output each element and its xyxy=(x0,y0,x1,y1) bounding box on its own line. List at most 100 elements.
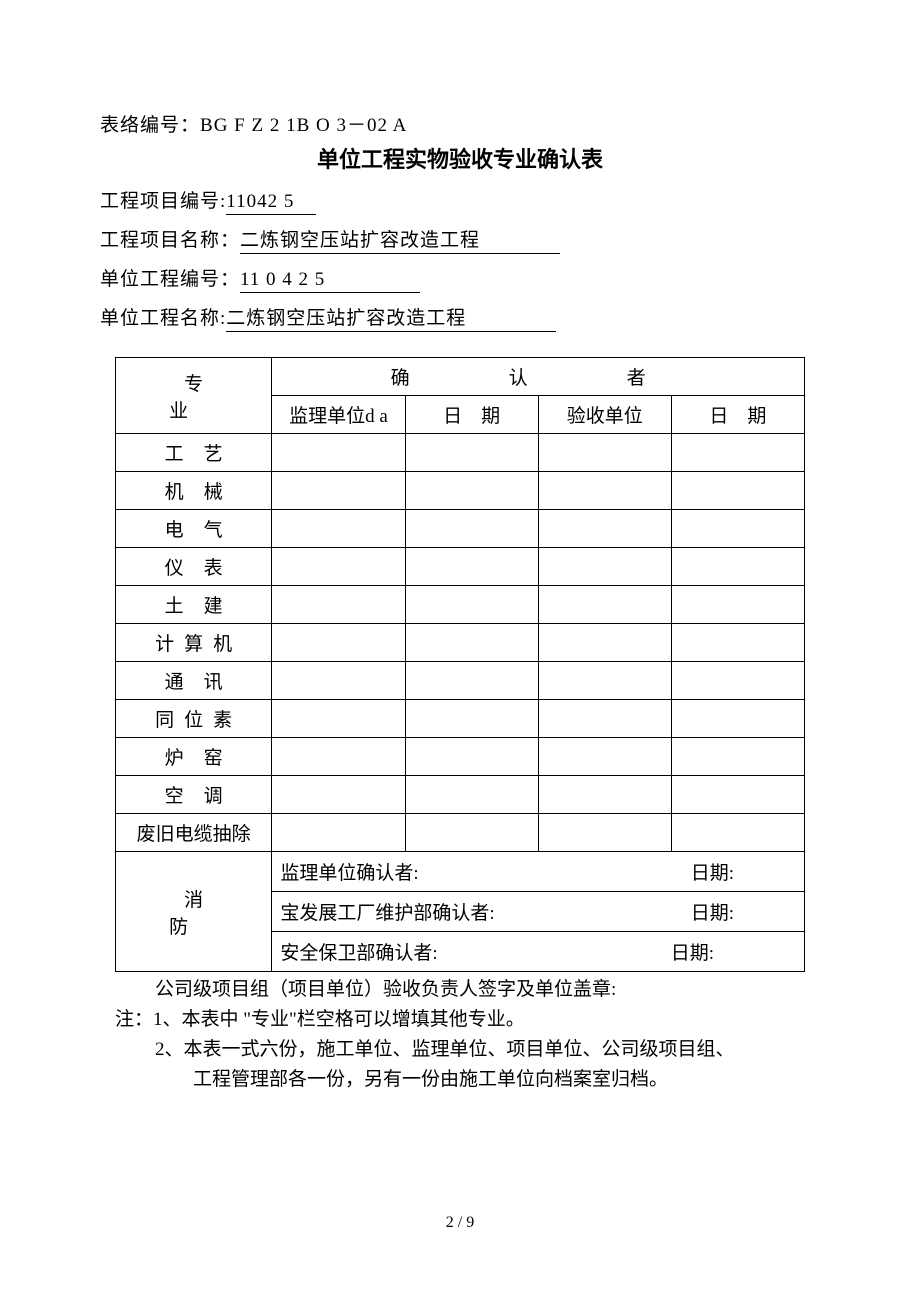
note-2: 2、本表一式六份，施工单位、监理单位、项目单位、公司级项目组、 xyxy=(115,1035,805,1065)
cell xyxy=(405,586,538,624)
unit-code-line: 单位工程编号：11 0 4 2 5 xyxy=(100,264,820,293)
cell xyxy=(538,548,671,586)
proj-code-label: 工程项目编号: xyxy=(100,191,226,212)
unit-code-value: 11 0 4 2 5 xyxy=(240,269,420,293)
hdr-date1: 日 期 xyxy=(405,396,538,434)
cell xyxy=(405,662,538,700)
spec-cell: 通讯 xyxy=(116,662,272,700)
cell xyxy=(538,814,671,852)
cell xyxy=(272,776,405,814)
cell xyxy=(538,700,671,738)
spec-cell: 电气 xyxy=(116,510,272,548)
cell xyxy=(671,738,804,776)
proj-name-label: 工程项目名称： xyxy=(100,230,240,251)
cell xyxy=(671,510,804,548)
hdr-acceptor: 验收单位 xyxy=(538,396,671,434)
table-row: 电气 xyxy=(116,510,805,548)
note-3: 工程管理部各一份，另有一份由施工单位向档案室归档。 xyxy=(115,1065,805,1095)
cell xyxy=(405,814,538,852)
table-row: 机械 xyxy=(116,472,805,510)
cell xyxy=(671,586,804,624)
cell xyxy=(405,510,538,548)
page-number: 2 / 9 xyxy=(0,1214,920,1232)
page-title: 单位工程实物验收专业确认表 xyxy=(100,142,820,174)
cell xyxy=(538,586,671,624)
cell xyxy=(538,510,671,548)
cell xyxy=(405,776,538,814)
spec-cell: 计算机 xyxy=(116,624,272,662)
table-row: 仪表 xyxy=(116,548,805,586)
table-row: 土建 xyxy=(116,586,805,624)
table-row: 通讯 xyxy=(116,662,805,700)
fire-maint-cell: 宝发展工厂维护部确认者: 日期: xyxy=(272,892,805,932)
spec-cell: 仪表 xyxy=(116,548,272,586)
note-sign: 公司级项目组（项目单位）验收负责人签字及单位盖章: xyxy=(115,975,805,1005)
unit-name-value: 二炼钢空压站扩容改造工程 xyxy=(226,303,556,332)
cell xyxy=(538,662,671,700)
table-row: 炉窑 xyxy=(116,738,805,776)
cell xyxy=(272,510,405,548)
form-number-label: 表络编号： xyxy=(100,115,200,136)
fire-security-date: 日期: xyxy=(671,938,714,965)
fire-maint-date: 日期: xyxy=(691,898,734,925)
cell xyxy=(671,776,804,814)
spec-cell: 机械 xyxy=(116,472,272,510)
cell xyxy=(272,548,405,586)
spec-cell: 土建 xyxy=(116,586,272,624)
header-row-1: 专 业 确 认 者 xyxy=(116,358,805,396)
cell xyxy=(538,738,671,776)
proj-code-line: 工程项目编号:11042 5 xyxy=(100,186,820,215)
spec-cell: 废旧电缆抽除 xyxy=(116,814,272,852)
fire-security-cell: 安全保卫部确认者: 日期: xyxy=(272,932,805,972)
hdr-specialty: 专 业 xyxy=(116,358,272,434)
cell xyxy=(671,472,804,510)
cell xyxy=(272,700,405,738)
cell xyxy=(538,624,671,662)
table-row: 同位素 xyxy=(116,700,805,738)
cell xyxy=(405,700,538,738)
unit-name-label: 单位工程名称: xyxy=(100,308,226,329)
cell xyxy=(272,624,405,662)
cell xyxy=(405,624,538,662)
table-row: 空调 xyxy=(116,776,805,814)
hdr-supervisor: 监理单位d a xyxy=(272,396,405,434)
unit-code-label: 单位工程编号： xyxy=(100,269,240,290)
cell xyxy=(671,434,804,472)
cell xyxy=(272,662,405,700)
fire-row-1: 消 防 监理单位确认者: 日期: xyxy=(116,852,805,892)
cell xyxy=(272,434,405,472)
form-number-value: BG F Z 2 1B O 3－02 A xyxy=(200,115,407,136)
fire-supervisor-cell: 监理单位确认者: 日期: xyxy=(272,852,805,892)
cell xyxy=(538,776,671,814)
proj-code-value: 11042 5 xyxy=(226,191,316,215)
fire-security-label: 安全保卫部确认者: xyxy=(280,938,437,965)
cell xyxy=(671,814,804,852)
table-row: 废旧电缆抽除 xyxy=(116,814,805,852)
form-number: 表络编号：BG F Z 2 1B O 3－02 A xyxy=(100,110,820,137)
proj-name-value: 二炼钢空压站扩容改造工程 xyxy=(240,225,560,254)
spec-cell: 工艺 xyxy=(116,434,272,472)
confirmation-table: 专 业 确 认 者 监理单位d a 日 期 验收单位 日 期 工艺 机械 电气 … xyxy=(115,357,805,972)
cell xyxy=(272,472,405,510)
notes-section: 公司级项目组（项目单位）验收负责人签字及单位盖章: 注：1、本表中 "专业"栏空… xyxy=(100,975,820,1095)
cell xyxy=(272,586,405,624)
cell xyxy=(405,738,538,776)
table-row: 计算机 xyxy=(116,624,805,662)
cell xyxy=(405,548,538,586)
cell xyxy=(671,548,804,586)
hdr-confirmer: 确 认 者 xyxy=(272,358,805,396)
cell xyxy=(538,434,671,472)
cell xyxy=(405,472,538,510)
cell xyxy=(272,738,405,776)
cell xyxy=(671,624,804,662)
fire-supervisor-label: 监理单位确认者: xyxy=(280,858,418,885)
spec-cell: 炉窑 xyxy=(116,738,272,776)
cell xyxy=(671,662,804,700)
cell xyxy=(538,472,671,510)
spec-cell: 空调 xyxy=(116,776,272,814)
spec-cell: 同位素 xyxy=(116,700,272,738)
cell xyxy=(671,700,804,738)
fire-label: 消 防 xyxy=(116,852,272,972)
cell xyxy=(272,814,405,852)
hdr-date2: 日 期 xyxy=(671,396,804,434)
